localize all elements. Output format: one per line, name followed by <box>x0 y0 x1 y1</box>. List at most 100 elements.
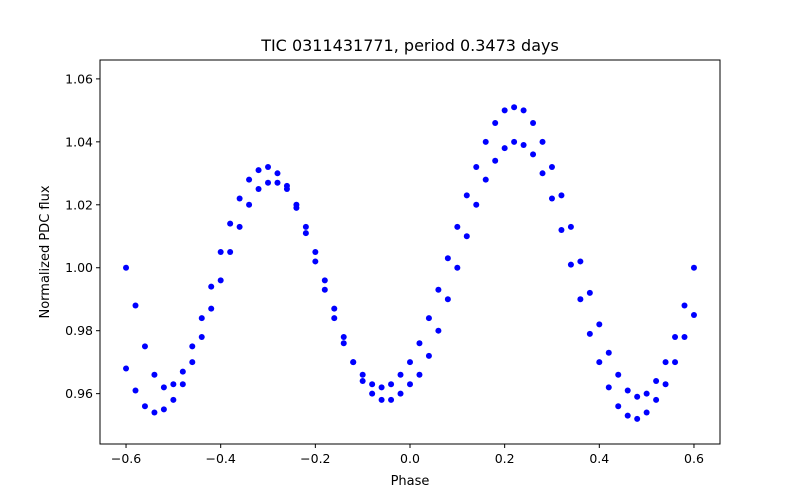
data-point <box>123 264 130 271</box>
data-point <box>653 396 660 403</box>
data-point <box>359 371 366 378</box>
data-point <box>501 145 508 152</box>
data-point <box>179 368 186 375</box>
data-point <box>321 286 328 293</box>
data-point <box>615 403 622 410</box>
data-point <box>492 157 499 164</box>
data-point <box>482 138 489 145</box>
data-point <box>378 396 385 403</box>
data-point <box>321 277 328 284</box>
x-tick-label: −0.4 <box>206 451 236 466</box>
data-point <box>444 255 451 262</box>
data-point <box>492 119 499 126</box>
data-point <box>369 390 376 397</box>
data-point <box>605 349 612 356</box>
data-point <box>567 261 574 268</box>
data-point <box>274 170 281 177</box>
data-point <box>596 321 603 328</box>
data-point <box>397 371 404 378</box>
data-point <box>397 390 404 397</box>
data-point <box>246 201 253 208</box>
data-point <box>151 371 158 378</box>
data-point <box>246 176 253 183</box>
data-point <box>539 138 546 145</box>
data-point <box>350 359 357 366</box>
data-point <box>302 223 309 230</box>
data-point <box>530 151 537 158</box>
data-point <box>189 359 196 366</box>
data-point <box>662 359 669 366</box>
data-point <box>302 230 309 237</box>
data-point <box>141 343 148 350</box>
data-point <box>378 384 385 391</box>
data-point <box>520 107 527 114</box>
data-point <box>227 249 234 255</box>
x-tick-label: 0.4 <box>589 451 609 466</box>
data-point <box>141 403 148 410</box>
data-point <box>236 223 243 230</box>
data-point <box>132 302 139 309</box>
data-point <box>672 333 679 340</box>
data-point <box>624 387 631 394</box>
data-point <box>170 396 177 403</box>
y-axis-label: Normalized PDC flux <box>38 185 53 318</box>
data-point <box>681 302 688 309</box>
data-point <box>681 333 688 340</box>
data-point <box>511 104 518 111</box>
data-point <box>662 381 669 388</box>
data-point <box>407 359 413 366</box>
data-point <box>473 164 480 171</box>
data-point <box>586 330 593 337</box>
data-point <box>511 138 518 145</box>
data-point <box>435 286 442 293</box>
data-point <box>567 223 574 230</box>
data-point <box>293 201 300 208</box>
data-point <box>586 289 593 296</box>
data-point <box>312 258 319 265</box>
data-point <box>265 179 272 186</box>
data-point <box>265 164 272 171</box>
data-point <box>643 390 650 397</box>
x-axis: −0.6 −0.4 −0.2 0.0 0.2 0.4 0.6 <box>111 444 704 466</box>
data-point <box>473 201 480 208</box>
data-point <box>558 192 565 199</box>
data-point <box>217 277 224 284</box>
data-point <box>369 381 376 388</box>
data-point <box>388 396 395 403</box>
data-point <box>312 249 319 255</box>
data-point <box>425 352 432 359</box>
chart-title: TIC 0311431771, period 0.3473 days <box>260 36 559 55</box>
data-point <box>217 249 224 255</box>
data-point <box>425 315 432 322</box>
data-point <box>132 387 139 394</box>
data-point <box>179 381 186 388</box>
data-point <box>123 365 130 372</box>
data-point <box>255 186 262 193</box>
data-point <box>577 258 584 265</box>
data-point <box>189 343 196 350</box>
data-point <box>643 409 650 416</box>
data-point <box>407 381 413 388</box>
data-point <box>208 283 215 290</box>
x-tick-label: −0.2 <box>300 451 330 466</box>
data-point <box>653 378 660 385</box>
x-tick-label: 0.6 <box>684 451 704 466</box>
data-point <box>482 176 489 183</box>
data-point <box>198 315 205 322</box>
data-point <box>577 296 584 303</box>
data-point <box>463 192 470 199</box>
data-point <box>463 233 470 240</box>
data-point <box>539 170 546 177</box>
data-point <box>690 311 697 318</box>
data-point <box>454 264 461 271</box>
x-tick-label: 0.2 <box>495 451 515 466</box>
data-point <box>634 415 641 422</box>
data-point <box>548 164 555 171</box>
data-point <box>435 327 442 334</box>
y-tick-label: 1.02 <box>65 197 93 212</box>
data-point <box>454 223 461 230</box>
y-tick-label: 0.98 <box>65 323 93 338</box>
data-point <box>274 179 281 186</box>
data-point <box>416 371 423 378</box>
